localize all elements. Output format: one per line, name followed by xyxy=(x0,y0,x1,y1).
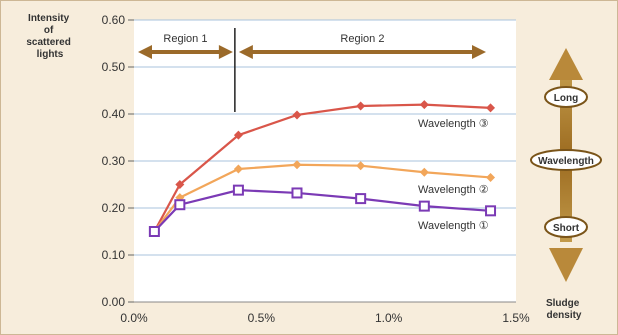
data-point xyxy=(233,130,243,140)
wavelength-arrow-down-head xyxy=(549,248,583,282)
data-point xyxy=(486,103,496,113)
x-tick-label: 1.5% xyxy=(502,311,530,325)
data-point xyxy=(232,184,244,196)
x-tick-label: 1.0% xyxy=(375,311,403,325)
data-point xyxy=(419,167,429,177)
data-point xyxy=(233,164,243,174)
x-axis-label-line-1: Sludge xyxy=(546,298,580,309)
series-label: Wavelength ③ xyxy=(418,118,489,130)
y-axis-label: Intensity of scattered lights xyxy=(26,13,73,60)
region-markers: Region 1 Region 2 xyxy=(138,28,486,112)
y-tick-label: 0.50 xyxy=(102,60,126,74)
series-layer: Wavelength ③ Wavelength ② Wavelength ① xyxy=(148,100,497,237)
y-tick-label: 0.00 xyxy=(102,295,126,309)
region-arrow-right-head xyxy=(218,45,233,59)
x-tick-labels: 0.0% 0.5% 1.0% 1.5% xyxy=(120,311,530,325)
region-arrow: Region 1 xyxy=(138,33,233,59)
series-2: Wavelength ② xyxy=(149,160,496,236)
y-tick-label: 0.20 xyxy=(102,201,126,215)
series-3: Wavelength ① xyxy=(148,184,497,237)
wavelength-long-label: Long xyxy=(554,93,578,104)
region-label: Region 1 xyxy=(163,33,207,45)
y-axis-label-line-1: Intensity xyxy=(28,13,70,24)
wavelength-middle-oval xyxy=(530,149,602,171)
wavelength-arrow-up-head xyxy=(549,48,583,80)
wavelength-scale: Long Wavelength Short xyxy=(530,48,602,282)
data-point xyxy=(486,172,496,182)
data-point xyxy=(291,187,303,199)
series-label: Wavelength ① xyxy=(418,220,489,232)
data-point xyxy=(292,110,302,120)
data-point xyxy=(356,161,366,171)
y-axis-label-line-4: lights xyxy=(37,49,64,60)
region-arrow-left-head xyxy=(238,45,253,59)
x-axis-label-line-2: density xyxy=(546,310,581,321)
wavelength-short-label: Short xyxy=(553,223,580,234)
data-point xyxy=(356,101,366,111)
data-point xyxy=(418,200,430,212)
y-tick-label: 0.40 xyxy=(102,107,126,121)
data-point xyxy=(175,180,185,189)
data-point xyxy=(148,226,160,237)
region-arrow: Region 2 xyxy=(238,33,486,59)
y-tick-labels: 0.00 0.10 0.20 0.30 0.40 0.50 0.60 xyxy=(102,13,126,309)
y-tick-label: 0.30 xyxy=(102,154,126,168)
x-tick-label: 0.5% xyxy=(248,311,276,325)
wavelength-middle-badge: Wavelength xyxy=(530,149,602,171)
data-point xyxy=(174,199,186,211)
series-1: Wavelength ③ xyxy=(149,100,496,236)
data-point xyxy=(485,205,497,217)
y-axis-label-line-3: scattered xyxy=(26,37,70,48)
data-point xyxy=(292,160,302,170)
region-label: Region 2 xyxy=(340,33,384,45)
wavelength-short-badge: Short xyxy=(544,216,588,238)
wavelength-short-oval xyxy=(544,216,588,238)
wavelength-long-badge: Long xyxy=(544,86,588,108)
region-arrow-left-head xyxy=(138,45,152,59)
data-point xyxy=(419,100,429,110)
region-arrow-right-head xyxy=(472,45,486,59)
data-point xyxy=(355,193,367,205)
x-axis-label: Sludge density xyxy=(546,298,582,321)
y-tick-label: 0.60 xyxy=(102,13,126,27)
series-label: Wavelength ② xyxy=(418,184,489,196)
x-tick-label: 0.0% xyxy=(120,311,148,325)
y-tick-label: 0.10 xyxy=(102,248,126,262)
y-axis-label-line-2: of xyxy=(44,25,54,36)
wavelength-middle-label: Wavelength xyxy=(538,156,594,167)
wavelength-long-oval xyxy=(544,86,588,108)
